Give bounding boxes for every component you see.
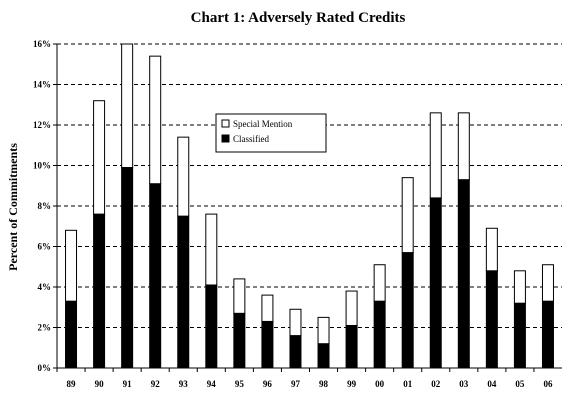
bar-classified — [289, 335, 302, 369]
bar-special-mention — [65, 229, 78, 302]
bar-classified — [401, 252, 414, 369]
bar-special-mention — [457, 112, 470, 181]
y-tick-label: 12% — [33, 120, 51, 130]
bar-special-mention — [205, 213, 218, 286]
bar-classified — [261, 320, 274, 369]
bar-special-mention — [513, 270, 526, 304]
bar-classified — [513, 302, 526, 369]
x-tick-label: 89 — [67, 379, 77, 389]
y-tick-label: 10% — [33, 161, 51, 171]
x-tick-label: 94 — [207, 379, 217, 389]
legend-box — [215, 113, 327, 153]
y-tick-label: 6% — [38, 242, 52, 252]
y-tick-label: 8% — [38, 201, 52, 211]
bar-special-mention — [149, 55, 162, 185]
bar-special-mention — [541, 264, 554, 302]
x-tick-label: 00 — [375, 379, 385, 389]
bar-special-mention — [317, 316, 330, 345]
x-tick-label: 06 — [543, 379, 553, 389]
bar-classified — [485, 270, 498, 369]
legend-label-classified: Classified — [233, 134, 269, 144]
x-tick-label: 93 — [179, 379, 189, 389]
bar-classified — [317, 343, 330, 369]
y-tick-label: 16% — [33, 39, 51, 49]
bar-classified — [65, 300, 78, 369]
x-tick-label: 04 — [487, 379, 497, 389]
bar-special-mention — [261, 294, 274, 322]
y-tick-label: 14% — [33, 80, 51, 90]
legend-swatch-special-mention — [221, 119, 230, 128]
tick-labels: 0% 2% 4% 6% 8% 10% 12% 14% 16% 89 90 91 92 93 94 95 96 97… — [33, 39, 553, 389]
x-tick-label: 99 — [347, 379, 357, 389]
bar-classified — [177, 215, 190, 369]
x-tick-label: 03 — [459, 379, 469, 389]
y-axis-label: Percent of Commitments — [6, 143, 20, 271]
legend-label-special-mention: Special Mention — [233, 119, 293, 129]
bar-classified — [121, 167, 134, 369]
x-tick-label: 01 — [403, 379, 413, 389]
y-tick-label: 4% — [38, 282, 52, 292]
x-tick-label: 91 — [123, 379, 133, 389]
chart-title: Chart 1: Adversely Rated Credits — [191, 10, 406, 26]
bar-classified — [205, 284, 218, 369]
bar-classified — [541, 300, 554, 369]
bar-classified — [429, 197, 442, 369]
y-tick-label: 0% — [38, 363, 52, 373]
legend-swatch-classified — [221, 134, 230, 143]
bar-special-mention — [401, 177, 414, 254]
bar-special-mention — [233, 278, 246, 314]
legend: Special Mention Classified — [215, 113, 327, 153]
x-tick-label: 98 — [319, 379, 329, 389]
bar-classified — [345, 324, 358, 369]
x-tick-label: 96 — [263, 379, 273, 389]
axes — [53, 43, 562, 372]
bar-special-mention — [177, 136, 190, 217]
bar-special-mention — [93, 100, 106, 215]
bar-classified — [93, 213, 106, 369]
x-tick-label: 92 — [151, 379, 161, 389]
bar-special-mention — [485, 227, 498, 272]
bar-special-mention — [373, 264, 386, 302]
bar-special-mention — [345, 290, 358, 326]
bar-special-mention — [289, 308, 302, 337]
bar-special-mention — [121, 43, 134, 169]
y-tick-label: 2% — [38, 323, 52, 333]
x-tick-label: 05 — [515, 379, 525, 389]
x-tick-label: 02 — [431, 379, 441, 389]
bar-classified — [233, 312, 246, 369]
bar-classified — [149, 183, 162, 369]
bar-classified — [373, 300, 386, 369]
bar-classified — [457, 179, 470, 369]
x-tick-label: 95 — [235, 379, 245, 389]
x-tick-label: 90 — [95, 379, 105, 389]
bar-special-mention — [429, 112, 442, 199]
x-tick-label: 97 — [291, 379, 301, 389]
